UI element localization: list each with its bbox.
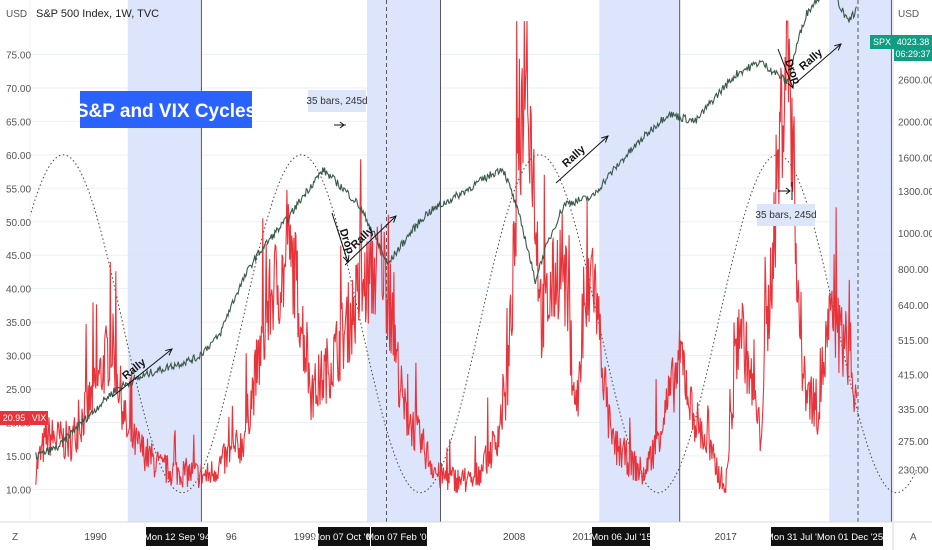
right-tick-label: 230.00 bbox=[898, 466, 929, 477]
left-tick-label: 70.00 bbox=[6, 84, 31, 95]
left-tick-label: 10.00 bbox=[6, 485, 31, 496]
left-tick-label: 45.00 bbox=[6, 251, 31, 262]
date-marker[interactable]: Mon 12 Sep '94 bbox=[144, 527, 210, 546]
vix-line bbox=[35, 20, 858, 493]
svg-text:Mon 01 Dec '25: Mon 01 Dec '25 bbox=[817, 532, 883, 543]
left-tick-label: 75.00 bbox=[6, 51, 31, 62]
right-tick-label: 1000.00 bbox=[898, 229, 932, 240]
left-tick-label: 65.00 bbox=[6, 117, 31, 128]
spx-badge-timer: 06:29:37 bbox=[895, 49, 930, 59]
measure-label-2-text: 35 bars, 245d bbox=[755, 210, 816, 221]
annotation-title-box[interactable]: S&P and VIX Cycles bbox=[76, 91, 256, 128]
right-unit-label: USD bbox=[898, 9, 919, 20]
left-tick-label: 15.00 bbox=[6, 452, 31, 463]
spx-badge-price: 4023.38 bbox=[897, 37, 930, 47]
right-tick-label: 515.00 bbox=[898, 336, 929, 347]
right-tick-label: 800.00 bbox=[898, 265, 929, 276]
date-marker[interactable]: Mon 01 Dec '25 bbox=[817, 527, 883, 546]
vix-value-badge[interactable]: 20.95 VIX bbox=[0, 411, 48, 425]
spx-line bbox=[35, 0, 857, 461]
right-tick-label: 335.00 bbox=[898, 405, 929, 416]
shaded-period bbox=[127, 0, 202, 522]
vix-series bbox=[35, 20, 858, 493]
right-tick-label: 1600.00 bbox=[898, 154, 932, 165]
left-tick-label: 55.00 bbox=[6, 184, 31, 195]
annotation-title-text: S&P and VIX Cycles bbox=[76, 101, 256, 122]
corner-right-label[interactable]: A bbox=[910, 532, 917, 543]
left-tick-label: 25.00 bbox=[6, 385, 31, 396]
left-tick-label: 35.00 bbox=[6, 318, 31, 329]
left-tick-label: 50.00 bbox=[6, 218, 31, 229]
left-tick-label: 40.00 bbox=[6, 285, 31, 296]
svg-text:Mon 12 Sep '94: Mon 12 Sep '94 bbox=[144, 532, 210, 543]
svg-text:Mon 07 Feb '05: Mon 07 Feb '05 bbox=[366, 532, 432, 543]
x-tick-label: 1999 bbox=[294, 532, 317, 543]
chart-title: S&P 500 Index, 1W, TVC bbox=[36, 8, 159, 20]
x-tick-label: 1990 bbox=[84, 532, 107, 543]
date-marker[interactable]: Mon 07 Feb '05 bbox=[366, 527, 432, 546]
x-tick-label: 2017 bbox=[715, 532, 738, 543]
right-tick-label: 1300.00 bbox=[898, 187, 932, 198]
x-tick-label: 2008 bbox=[503, 532, 526, 543]
left-unit-label: USD bbox=[6, 9, 27, 20]
shaded-period bbox=[829, 0, 892, 522]
shaded-periods bbox=[127, 0, 892, 522]
left-tick-label: 60.00 bbox=[6, 151, 31, 162]
spx-badge-label: SPX bbox=[873, 37, 891, 47]
x-tick-label: 2011 bbox=[572, 532, 594, 543]
corner-left-label[interactable]: Z bbox=[12, 532, 18, 543]
spx-price-badge[interactable]: SPX 4023.38 06:29:37 bbox=[870, 35, 932, 61]
right-tick-label: 415.00 bbox=[898, 371, 929, 382]
svg-text:Mon 06 Jul '15: Mon 06 Jul '15 bbox=[590, 532, 652, 543]
measure-label-1[interactable]: 35 bars, 245d bbox=[306, 90, 368, 126]
svg-text:Mon 07 Oct '02: Mon 07 Oct '02 bbox=[312, 532, 376, 543]
vix-badge-value: 20.95 bbox=[3, 413, 26, 423]
right-tick-label: 275.00 bbox=[898, 437, 929, 448]
x-tick-label: 96 bbox=[226, 532, 238, 543]
date-marker[interactable]: Mon 07 Oct '02 bbox=[312, 527, 376, 546]
measure-label-2[interactable]: 35 bars, 245d bbox=[755, 204, 817, 226]
right-tick-label: 640.00 bbox=[898, 301, 929, 312]
shaded-period bbox=[366, 0, 441, 522]
measure-label-1-text: 35 bars, 245d bbox=[306, 96, 367, 107]
date-marker[interactable]: Mon 06 Jul '15 bbox=[590, 527, 652, 546]
left-tick-label: 30.00 bbox=[6, 352, 31, 363]
right-tick-label: 2000.00 bbox=[898, 118, 932, 129]
date-marker[interactable]: Mon 31 Jul '2 bbox=[766, 527, 822, 546]
vix-badge-label: VIX bbox=[32, 413, 47, 423]
spx-series bbox=[35, 0, 857, 461]
right-tick-label: 2600.00 bbox=[898, 75, 932, 86]
svg-text:Mon 31 Jul '2: Mon 31 Jul '2 bbox=[766, 532, 822, 543]
measure-arrowhead bbox=[785, 187, 791, 195]
